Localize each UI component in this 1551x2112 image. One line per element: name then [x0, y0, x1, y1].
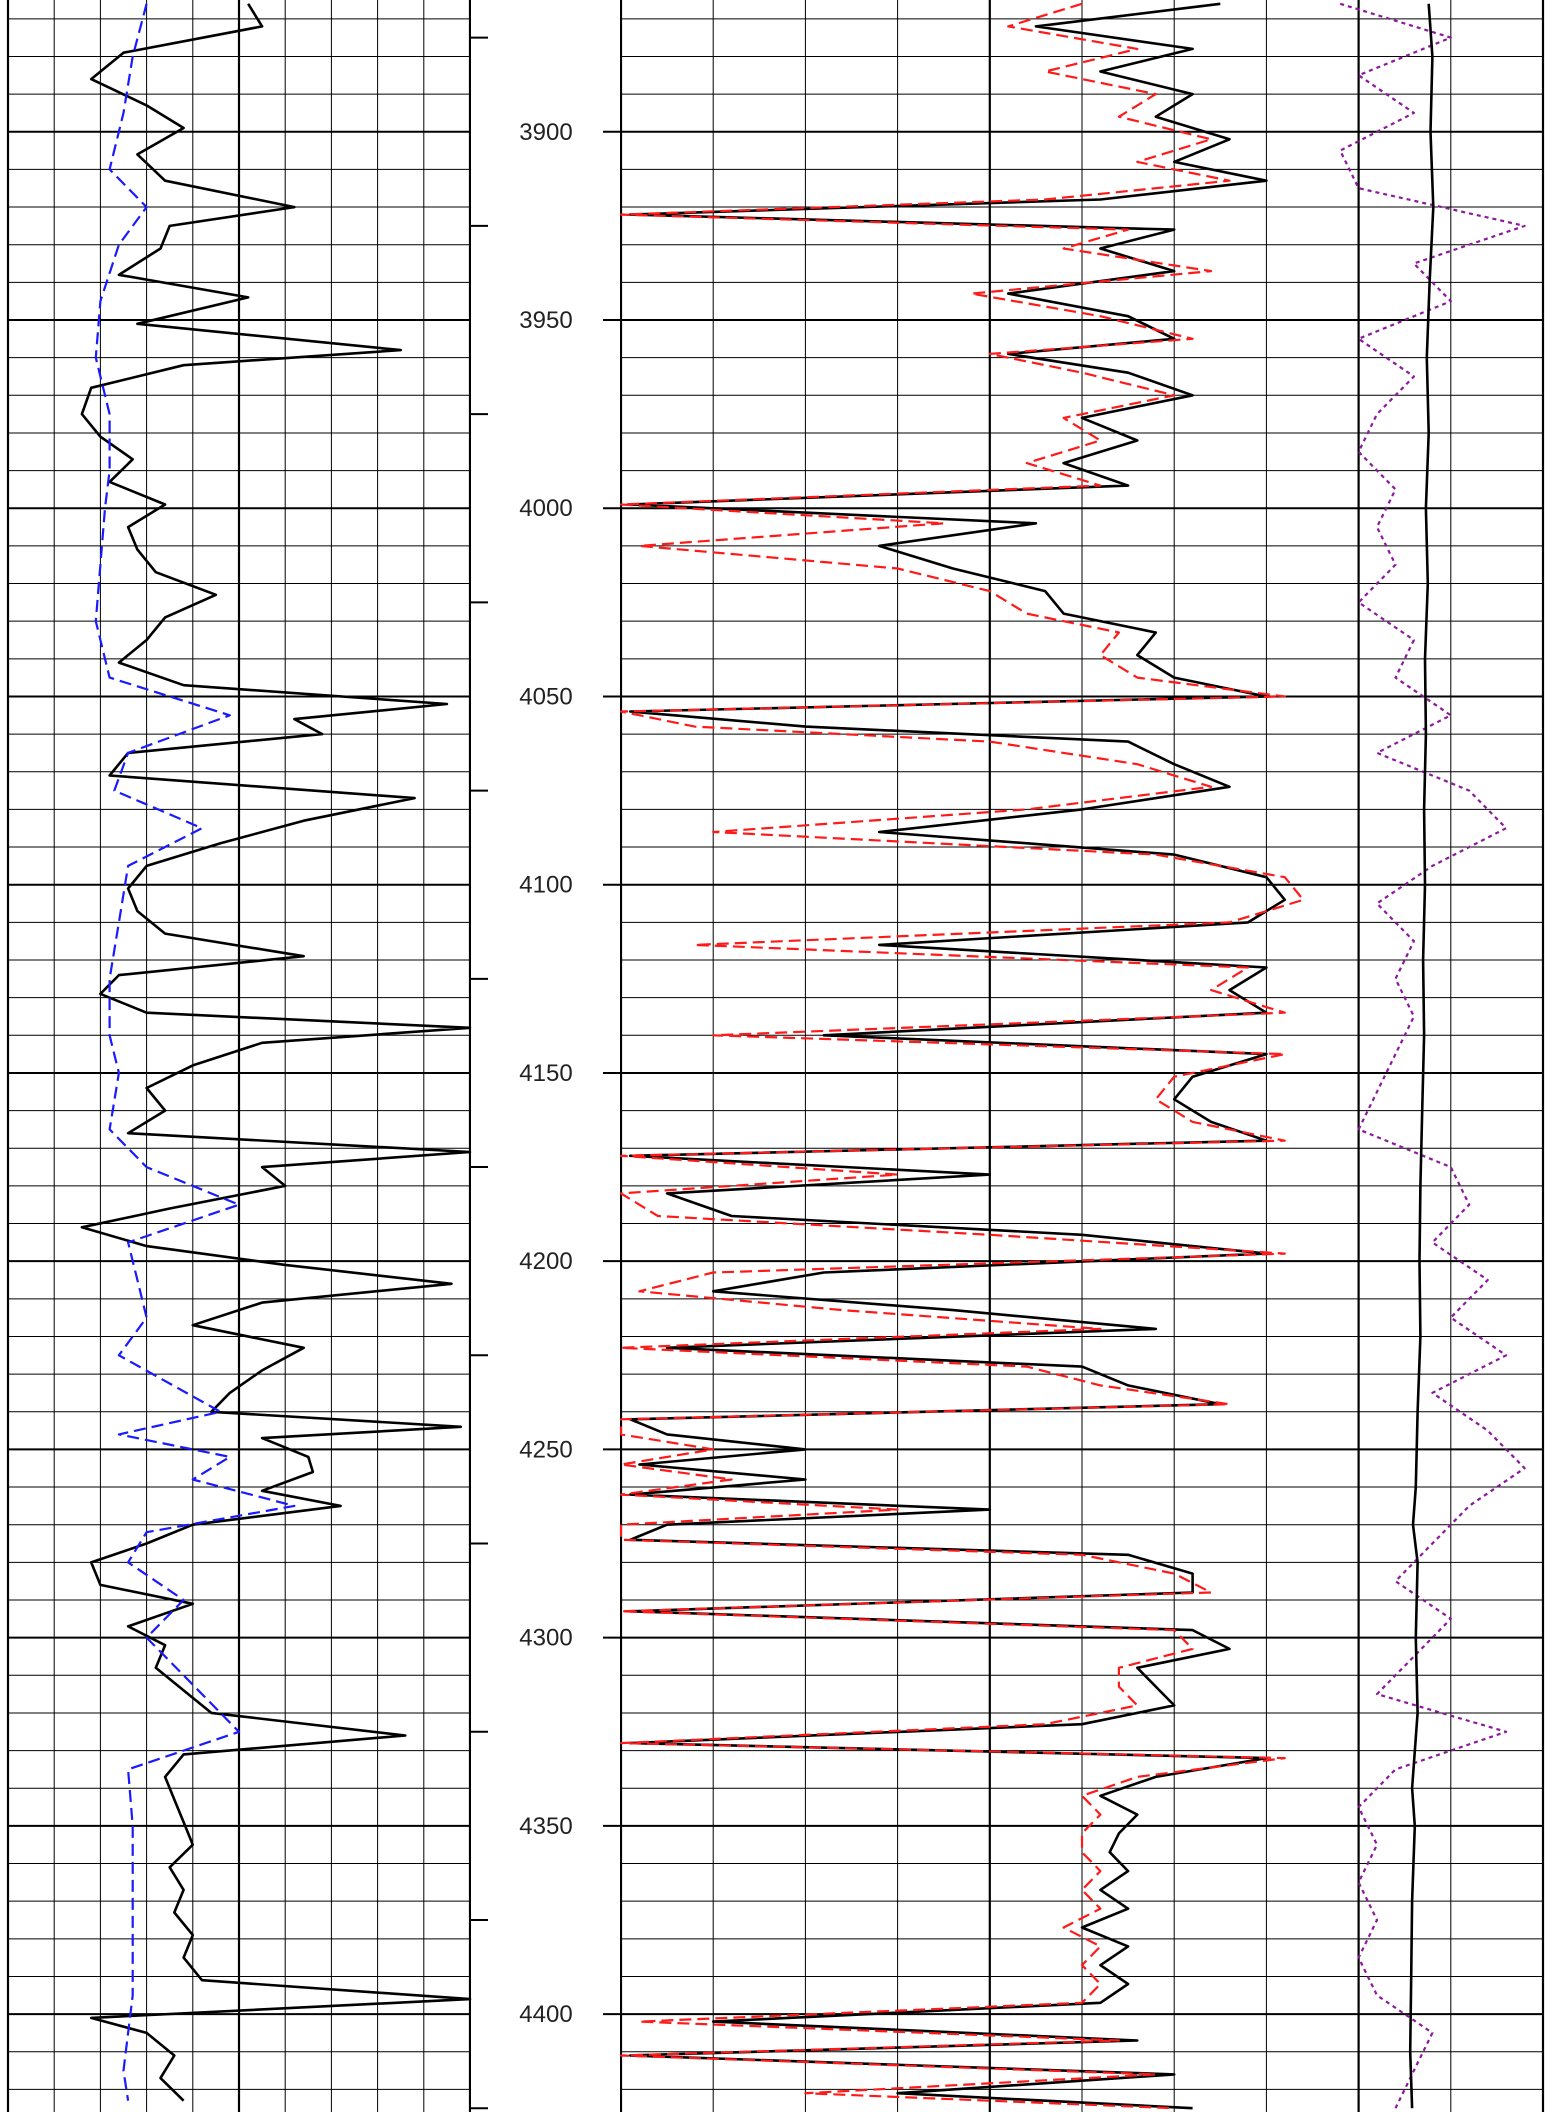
track-2-curve-4: [1408, 3, 1435, 2109]
depth-tick-label: 4250: [519, 1436, 572, 1463]
track-2-curve-3: [1339, 2, 1526, 2109]
track-2-curve-2: [619, 2, 1305, 2110]
depth-tick-label: 4400: [519, 2001, 572, 2028]
track-1-curve-1: [80, 3, 472, 2102]
depth-tick-label: 4150: [519, 1060, 572, 1087]
depth-tick-label: 4350: [519, 1813, 572, 1840]
depth-tick-label: 4100: [519, 872, 572, 899]
depth-tick-label: 4300: [519, 1625, 572, 1652]
depth-tick-label: 3950: [519, 307, 572, 334]
depth-track-background: [471, 0, 620, 2112]
depth-tick-label: 4050: [519, 683, 572, 710]
depth-tick-label: 3900: [519, 119, 572, 146]
depth-tick-label: 4000: [519, 495, 572, 522]
right-track-grid: [619, 0, 1545, 2112]
depth-track: 3900 3950 4000 4050 4100 4150 4200 4250 4300 4350…: [470, 0, 621, 2112]
depth-tick-label: 4200: [519, 1248, 572, 1275]
left-track-grid: [6, 0, 472, 2112]
log-curves: [80, 2, 1526, 2110]
track-1-curve-2: [94, 3, 296, 2101]
